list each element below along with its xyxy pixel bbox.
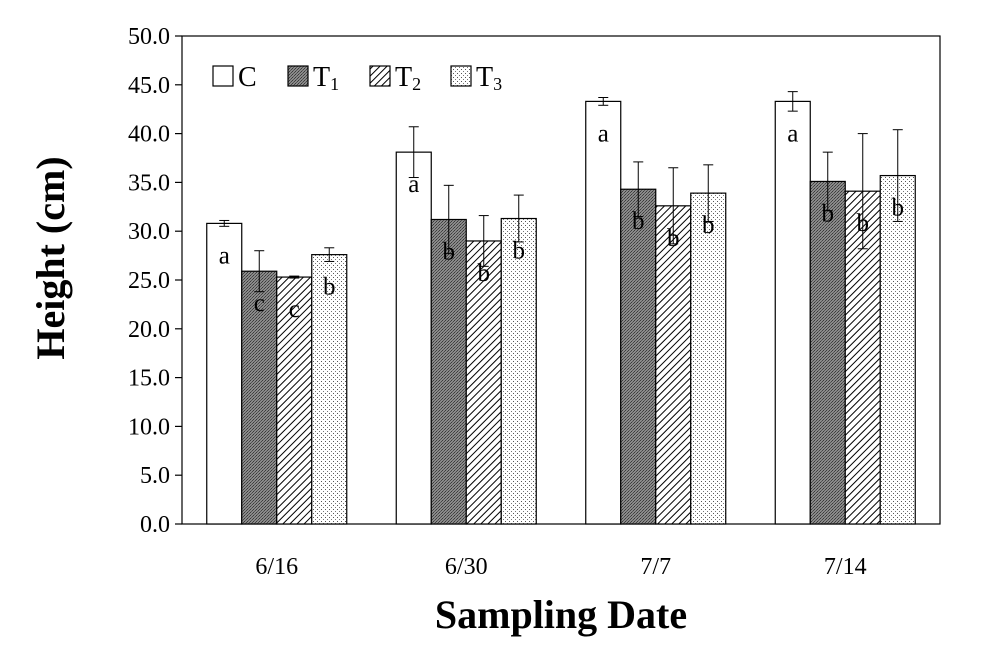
y-tick-label: 10.0 — [128, 414, 170, 440]
significance-letter: a — [598, 120, 609, 147]
y-axis-ticks: 0.0 5.0 10.0 15.0 20.0 25.0 30.0 35.0 40.0 45.0 50… — [128, 24, 182, 538]
error-bars — [219, 91, 903, 293]
bar-t2-1 — [276, 276, 313, 525]
bar-c-2 — [395, 151, 432, 525]
bar-t1-1 — [241, 270, 278, 525]
legend-label-t1: T1 — [313, 62, 339, 94]
bar-t3-3 — [690, 192, 727, 525]
legend-swatch-t1 — [287, 65, 309, 87]
x-axis-ticks: 6/16 6/30 7/7 7/14 — [255, 554, 866, 580]
significance-letter: c — [289, 296, 300, 323]
significance-letter: b — [857, 210, 870, 237]
x-tick-label: 6/16 — [255, 554, 298, 580]
significance-letter: b — [513, 238, 526, 265]
bar-c-3 — [585, 100, 622, 525]
bar-t2-2 — [465, 240, 502, 525]
y-tick-label: 35.0 — [128, 170, 170, 196]
significance-letter: b — [478, 260, 491, 287]
y-tick-label: 40.0 — [128, 122, 170, 148]
significance-letter: b — [702, 212, 715, 239]
y-tick-label: 30.0 — [128, 219, 170, 245]
y-tick-label: 25.0 — [128, 268, 170, 294]
significance-letter: b — [443, 238, 456, 265]
y-tick-label: 15.0 — [128, 366, 170, 392]
x-tick-label: 7/7 — [640, 554, 671, 580]
bar-t3-1 — [311, 254, 348, 525]
significance-letter: b — [892, 195, 905, 222]
significance-letter: b — [667, 225, 680, 252]
y-tick-label: 50.0 — [128, 24, 170, 50]
y-tick-label: 45.0 — [128, 73, 170, 99]
significance-letter: b — [632, 208, 645, 235]
y-tick-label: 20.0 — [128, 317, 170, 343]
legend-label-t3: T3 — [476, 62, 502, 94]
legend-swatch-t3 — [450, 65, 472, 87]
bar-t3-2 — [500, 217, 537, 525]
significance-letter: a — [219, 242, 230, 269]
bar-c-4 — [774, 100, 811, 525]
bar-t2-3 — [655, 205, 692, 525]
y-tick-label: 5.0 — [140, 463, 170, 489]
x-tick-label: 7/14 — [824, 554, 867, 580]
significance-letter: a — [787, 120, 798, 147]
legend-label-c: C — [238, 62, 257, 93]
significance-letter: b — [822, 200, 835, 227]
bar-t3-4 — [879, 174, 916, 525]
y-tick-label: 0.0 — [140, 512, 170, 538]
x-tick-label: 6/30 — [445, 554, 488, 580]
legend-swatch-c — [212, 65, 234, 87]
x-axis-title: Sampling Date — [435, 592, 687, 637]
significance-letter: c — [254, 290, 265, 317]
significance-letter: b — [323, 274, 336, 301]
bars — [206, 100, 916, 525]
legend-swatch-t2 — [369, 65, 391, 87]
legend-label-t2: T2 — [395, 62, 421, 94]
significance-letter: a — [408, 171, 419, 198]
bar-t1-4 — [809, 180, 846, 525]
legend: C T1 T2 T3 — [212, 62, 502, 94]
bar-t1-3 — [620, 188, 657, 525]
y-axis-title: Height (cm) — [28, 156, 73, 359]
